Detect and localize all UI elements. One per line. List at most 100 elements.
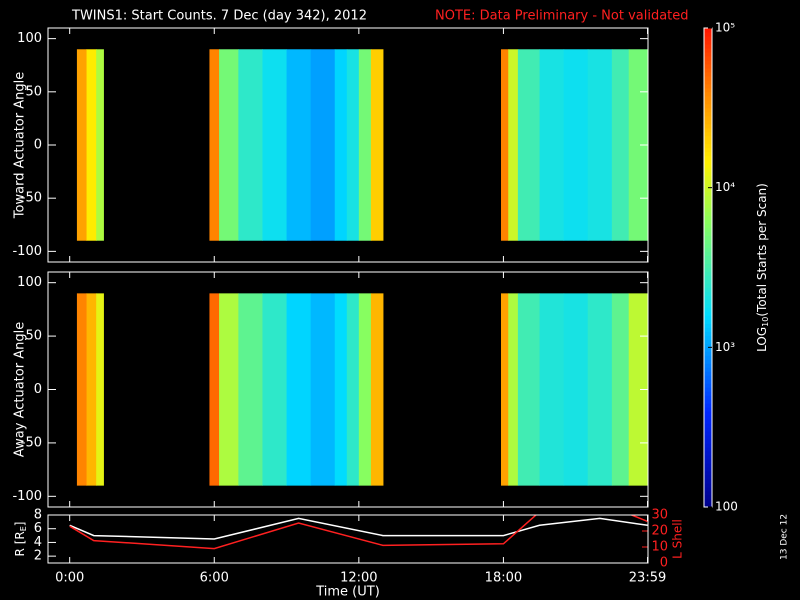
heat-cell — [286, 49, 312, 241]
colorbar-strip — [704, 119, 712, 125]
colorbar-strip — [704, 303, 712, 308]
y-axis-label-part: ] — [13, 522, 27, 527]
note: NOTE: Data Preliminary - Not validated — [435, 9, 689, 24]
colorbar-strip — [704, 295, 712, 300]
panel-frame — [47, 514, 649, 564]
colorbar-strip — [704, 483, 712, 488]
heat-cell — [539, 49, 565, 241]
heat-cell — [286, 293, 312, 486]
colorbar-strip — [704, 43, 712, 49]
colorbar-strip — [704, 203, 712, 209]
colorbar-strip — [704, 395, 712, 400]
heat-cell — [76, 49, 88, 241]
x-tick-label: 12:00 — [340, 571, 377, 586]
colorbar-strip — [704, 35, 712, 41]
colorbar-strip — [704, 155, 712, 161]
colorbar-strip — [704, 291, 712, 296]
colorbar-strip — [704, 31, 712, 37]
heat-cell — [501, 293, 509, 486]
heat-cell — [262, 293, 288, 486]
colorbar-strip — [704, 123, 712, 129]
y-tick-label: 100 — [17, 31, 42, 46]
colorbar-strip — [704, 63, 712, 69]
heat-cell — [310, 293, 336, 486]
colorbar-strip — [704, 371, 712, 376]
colorbar-strip — [704, 487, 712, 492]
colorbar-strip — [704, 283, 712, 288]
heat-cell — [346, 49, 360, 241]
colorbar-strip — [704, 219, 712, 225]
heat-cell — [219, 49, 239, 241]
series-line — [69, 515, 648, 550]
colorbar-strip — [704, 299, 712, 304]
colorbar-strip — [704, 379, 712, 384]
colorbar-strip — [704, 407, 712, 412]
colorbar-strip — [704, 287, 712, 292]
x-tick-label: 18:00 — [485, 571, 522, 586]
heat-cell — [96, 293, 104, 486]
colorbar-strip — [704, 459, 712, 464]
colorbar-strip — [704, 307, 712, 312]
colorbar-tick-label: 100 — [715, 500, 738, 514]
colorbar-strip — [704, 279, 712, 284]
heat-cell — [539, 293, 565, 486]
heat-cell — [358, 293, 372, 486]
colorbar-strip — [704, 107, 712, 113]
colorbar-strip — [704, 439, 712, 444]
heat-cell — [209, 293, 220, 486]
y-tick-label: -50 — [21, 191, 42, 206]
colorbar-strip — [704, 255, 712, 261]
y-tick-label: 50 — [25, 84, 42, 99]
colorbar-strip — [704, 267, 712, 272]
colorbar-strip — [704, 67, 712, 73]
colorbar-strip — [704, 411, 712, 416]
colorbar-strip — [704, 231, 712, 237]
y2-tick-label: 30 — [651, 508, 668, 523]
colorbar-strip — [704, 327, 712, 332]
y-axis-label: Toward Actuator Angle — [13, 72, 28, 219]
colorbar-strip — [704, 51, 712, 57]
heat-cell — [508, 293, 519, 486]
colorbar-strip — [704, 263, 712, 268]
y2-axis-label: L Shell — [671, 519, 685, 559]
colorbar-label-part: (Total Starts per Scan) — [755, 183, 769, 317]
x-tick-label: 0:00 — [55, 571, 84, 586]
y-tick-label: -100 — [12, 244, 42, 259]
y-tick-label: -100 — [12, 489, 42, 504]
colorbar-strip — [704, 343, 712, 348]
y-axis-label-part: R [R — [13, 531, 27, 556]
colorbar-strip — [704, 503, 712, 508]
colorbar-strip — [704, 431, 712, 436]
y2-tick-label: 20 — [651, 524, 668, 539]
colorbar-strip — [704, 355, 712, 360]
colorbar-strip — [704, 183, 712, 189]
colorbar-strip — [704, 375, 712, 380]
heat-cell — [238, 293, 263, 486]
colorbar-strip — [704, 159, 712, 165]
colorbar-strip — [704, 275, 712, 280]
colorbar-strip — [704, 215, 712, 221]
date-stamp: 13 Dec 12 — [780, 514, 790, 560]
colorbar-strip — [704, 463, 712, 468]
colorbar-strip — [704, 331, 712, 336]
colorbar-strip — [704, 475, 712, 480]
x-axis-label: Time (UT) — [315, 585, 380, 600]
heat-cell — [587, 293, 613, 486]
colorbar-strip — [704, 403, 712, 408]
colorbar-strip — [704, 207, 712, 213]
colorbar-strip — [704, 99, 712, 105]
colorbar-strip — [704, 423, 712, 428]
colorbar-strip — [704, 399, 712, 404]
colorbar-strip — [704, 251, 712, 257]
colorbar-strip — [704, 499, 712, 504]
colorbar-strip — [704, 259, 712, 265]
colorbar-strip — [704, 427, 712, 432]
colorbar-strip — [704, 91, 712, 97]
x-tick-label: 6:00 — [200, 571, 229, 586]
colorbar-label: LOG10(Total Starts per Scan) — [755, 183, 770, 352]
colorbar-strip — [704, 319, 712, 324]
y-axis-label-part: E — [19, 526, 28, 531]
colorbar-strip — [704, 223, 712, 229]
colorbar-strip — [704, 339, 712, 344]
heat-cell — [310, 49, 336, 241]
